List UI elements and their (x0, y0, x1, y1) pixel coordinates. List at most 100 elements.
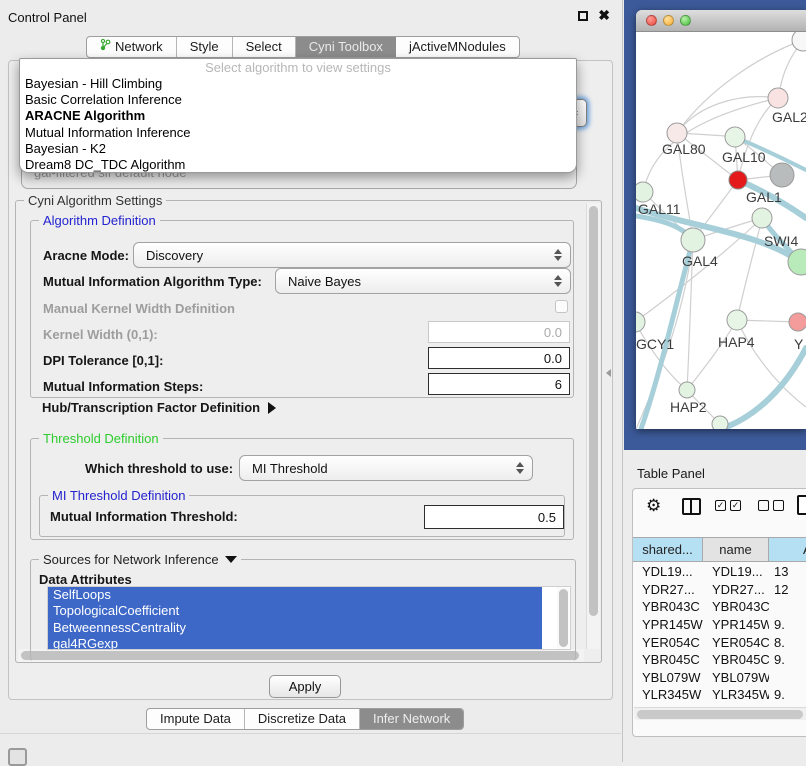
tab-cyni-toolbox[interactable]: Cyni Toolbox (295, 37, 396, 57)
table-body: YDL19... YDL19... 13 YDR27... YDR27... 12 YB… (633, 563, 806, 706)
tab-network[interactable]: Network (87, 37, 177, 57)
algorithm-definition-title: Algorithm Definition (39, 213, 160, 228)
threshold-definition-group: Threshold Definition Which threshold to … (30, 431, 574, 540)
panel-divider (0, 733, 621, 734)
deselect-all-icon[interactable] (773, 500, 784, 511)
dpi-tolerance-field[interactable]: 0.0 (428, 347, 570, 369)
aracne-mode-combobox[interactable]: Discovery (133, 242, 571, 268)
settings-vertical-scrollbar[interactable] (586, 203, 600, 649)
combo-stepper-icon (553, 249, 562, 261)
dpi-tolerance-label: DPI Tolerance [0,1]: (43, 353, 164, 368)
table-row[interactable]: YBR043C YBR043C (642, 599, 769, 615)
close-panel-icon[interactable]: ✖ (598, 7, 610, 23)
table-row[interactable]: YIL052CYIL052C9 (633, 704, 806, 706)
algorithm-option[interactable]: Bayesian - Hill Climbing (25, 76, 163, 91)
zoom-window-icon[interactable] (680, 15, 691, 26)
cyni-toolbox-panel: gal-filtered sif default node Select alg… (8, 58, 613, 700)
tab-select[interactable]: Select (233, 37, 296, 57)
tab-impute-data[interactable]: Impute Data (147, 709, 245, 729)
attributes-scrollbar[interactable] (557, 587, 569, 649)
network-icon (100, 37, 111, 57)
table-row[interactable]: YBL079W YBL079W (642, 669, 769, 685)
split-panel-icon[interactable] (682, 498, 701, 515)
node-salmon (788, 312, 806, 332)
select-all-icon[interactable]: ✓ (715, 500, 726, 511)
table-row[interactable]: YPR145W YPR145W 9. (642, 617, 785, 633)
algorithm-option[interactable]: Dream8 DC_TDC Algorithm (25, 156, 186, 172)
data-attributes-label: Data Attributes (39, 572, 132, 587)
kernel-width-label: Kernel Width (0,1): (43, 327, 158, 342)
node-label: GAL2 (772, 109, 806, 125)
algorithm-placeholder: Select algorithm to view settings (205, 60, 391, 75)
panel-title: Control Panel (8, 10, 87, 25)
node-label: HAP4 (718, 334, 755, 350)
mi-threshold-group-title: MI Threshold Definition (48, 488, 190, 503)
node-label: GCY1 (636, 336, 674, 352)
network-canvas[interactable]: GAL2 GAL80 GAL10 GAL1 GAL11 SWI4 GAL4 GC… (636, 28, 806, 429)
tab-jactivemnodules[interactable]: jActiveMNodules (408, 39, 506, 54)
tab-network-label: Network (115, 39, 163, 54)
combo-stepper-icon (515, 462, 524, 474)
tab-style[interactable]: Style (177, 37, 233, 57)
mi-threshold-field[interactable]: 0.5 (424, 505, 564, 529)
kernel-width-field[interactable]: 0.0 (428, 321, 570, 343)
column-header-name[interactable]: name (703, 538, 769, 561)
apply-button[interactable]: Apply (269, 675, 341, 698)
splitter-collapse-arrow[interactable] (606, 369, 611, 377)
attribute-item-selected[interactable]: BetweennessCentrality (48, 619, 542, 636)
gear-icon[interactable]: ⚙ (646, 496, 662, 515)
algorithm-option[interactable]: Mutual Information Inference (25, 124, 191, 140)
deselect-all-icon[interactable] (758, 500, 769, 511)
algorithm-option[interactable]: Basic Correlation Inference (25, 92, 182, 108)
data-attributes-list: SelfLoops TopologicalCoefficient Between… (47, 586, 571, 650)
attribute-item-selected[interactable]: gal4RGexp (48, 635, 542, 649)
settings-horizontal-scrollbar[interactable] (18, 649, 584, 662)
threshold-definition-title: Threshold Definition (39, 431, 163, 446)
manual-kernel-width-checkbox[interactable] (555, 300, 568, 313)
network-window-titlebar[interactable] (636, 10, 806, 32)
node-label: GAL1 (746, 189, 782, 205)
algorithm-option[interactable]: Bayesian - K2 (25, 140, 106, 156)
mi-steps-field[interactable]: 6 (428, 373, 570, 395)
mi-algorithm-type-combobox[interactable]: Naive Bayes (275, 268, 571, 294)
table-row[interactable]: YDR27... YDR27... 12 (642, 581, 789, 597)
restore-panel-icon[interactable] (8, 748, 27, 766)
which-threshold-combobox[interactable]: MI Threshold (239, 455, 533, 481)
hub-factor-expander[interactable]: Hub/Transcription Factor Definition (42, 400, 277, 415)
node-gal11 (636, 181, 654, 203)
node-gal10 (724, 126, 746, 148)
table-row[interactable]: YER054C YER054C 8. (642, 634, 785, 650)
sources-group: Sources for Network Inference Data Attri… (30, 552, 576, 661)
node-label: GAL11 (638, 201, 681, 217)
node-label: GAL80 (662, 141, 706, 157)
node-hap4 (726, 309, 748, 331)
column-header-partial[interactable]: A (769, 538, 806, 561)
cyni-algorithm-settings-group: Cyni Algorithm Settings Algorithm Defini… (15, 193, 602, 663)
column-header-shared-name[interactable]: shared... (633, 538, 703, 561)
table-row[interactable]: YBR045C YBR045C 9. (642, 652, 785, 668)
node-hap2 (678, 381, 696, 399)
select-all-icon[interactable]: ✓ (730, 500, 741, 511)
algorithm-dropdown-popup: Select algorithm to view settings Bayesi… (19, 58, 577, 173)
close-window-icon[interactable] (646, 15, 657, 26)
expander-arrow-icon (268, 402, 277, 414)
attribute-item-selected[interactable]: TopologicalCoefficient (48, 603, 542, 620)
sources-group-title[interactable]: Sources for Network Inference (39, 552, 241, 567)
network-nodes[interactable] (636, 28, 806, 429)
table-horizontal-scrollbar[interactable] (634, 707, 806, 720)
network-view-window[interactable]: GAL2 GAL80 GAL10 GAL1 GAL11 SWI4 GAL4 GC… (636, 10, 806, 429)
table-row[interactable]: YDL19... YDL19... 13 (642, 564, 789, 580)
attribute-item-selected[interactable]: SelfLoops (48, 587, 542, 604)
node-gal1 (751, 207, 773, 229)
node-label: HAP2 (670, 399, 707, 415)
node-label: GAL4 (682, 253, 718, 269)
tab-infer-network[interactable]: Infer Network (359, 709, 464, 729)
algorithm-option-selected[interactable]: ARACNE Algorithm (25, 108, 146, 124)
tab-discretize-data[interactable]: Discretize Data (245, 709, 360, 729)
minimize-window-icon[interactable] (663, 15, 674, 26)
file-icon[interactable] (797, 495, 806, 515)
float-window-icon[interactable] (578, 11, 588, 21)
table-row[interactable]: YLR345W YLR345W 9. (642, 687, 785, 703)
table-card: ⚙ ✓ ✓ shared... name A YDL19...YDL19...1… (632, 488, 806, 737)
node-label: Y (794, 336, 804, 352)
